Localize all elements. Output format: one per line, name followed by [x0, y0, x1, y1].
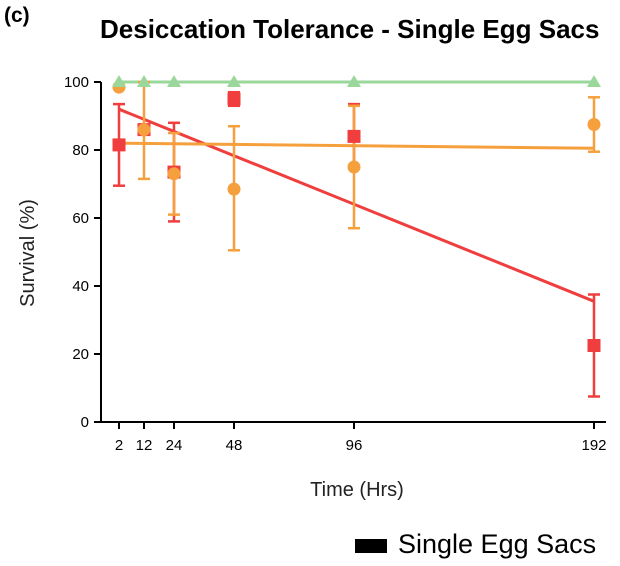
marker-circle [167, 167, 181, 181]
marker-square [112, 138, 126, 152]
marker-square [347, 129, 361, 143]
x-tick-label: 2 [115, 437, 123, 454]
marker-triangle [347, 75, 361, 87]
marker-triangle [167, 75, 181, 87]
marker-square [227, 92, 241, 106]
x-tick-label: 12 [136, 437, 153, 454]
tick-labels: 0 20 40 60 80 100 2 12 24 48 96 192 [64, 74, 607, 454]
marker-triangle [137, 75, 151, 87]
y-tick-label: 40 [72, 278, 89, 295]
marker-circle [347, 160, 361, 174]
data-markers [112, 75, 601, 352]
x-axis-title: Time (Hrs) [310, 479, 404, 501]
y-tick-label: 80 [72, 142, 89, 159]
y-tick-label: 0 [81, 414, 89, 431]
marker-triangle [112, 75, 126, 87]
axes [94, 81, 606, 429]
legend-label: Single Egg Sacs [398, 529, 597, 559]
marker-circle [587, 118, 601, 131]
marker-triangle [587, 75, 601, 87]
marker-triangle [227, 75, 241, 87]
fit-line-2 [118, 141, 595, 150]
x-tick-label: 96 [346, 437, 363, 454]
marker-square [587, 339, 601, 352]
y-axis-title: Survival (%) [17, 199, 39, 307]
y-tick-label: 60 [72, 210, 89, 227]
x-tick-label: 192 [581, 437, 606, 454]
marker-circle [137, 123, 151, 137]
legend-swatch [355, 539, 387, 553]
chart-title: Desiccation Tolerance - Single Egg Sacs [100, 14, 600, 44]
fit-line-1 [118, 107, 595, 303]
x-tick-label: 48 [226, 437, 243, 454]
panel-label: (c) [4, 4, 30, 27]
marker-circle [227, 182, 241, 196]
y-tick-label: 20 [72, 346, 89, 363]
y-tick-label: 100 [64, 74, 89, 91]
fit-lines [118, 80, 595, 303]
error-bars [113, 80, 600, 398]
x-tick-label: 24 [166, 437, 183, 454]
